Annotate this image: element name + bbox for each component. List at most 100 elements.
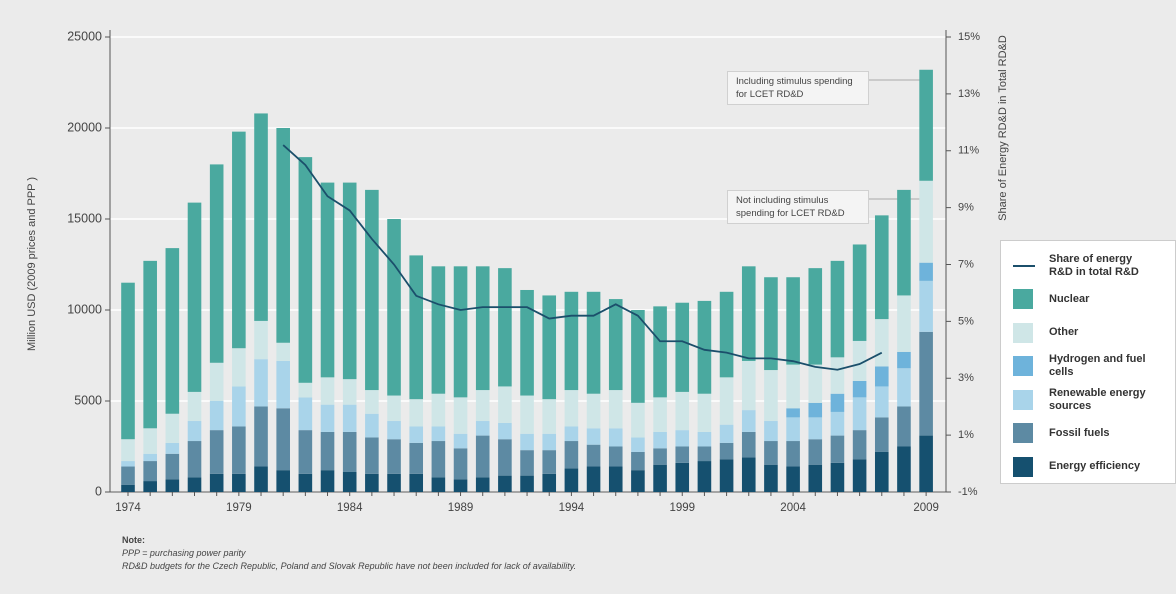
bar-segment bbox=[520, 289, 534, 396]
bar-segment bbox=[741, 410, 756, 432]
bar-segment bbox=[586, 444, 601, 467]
bar-segment bbox=[719, 459, 734, 492]
bar-segment bbox=[675, 446, 690, 463]
bar-segment bbox=[764, 370, 778, 422]
bar-segment bbox=[653, 448, 667, 465]
bar-segment bbox=[675, 391, 690, 431]
x-tick-label: 1989 bbox=[448, 502, 474, 514]
bar-segment bbox=[342, 471, 357, 492]
bar-segment bbox=[232, 473, 246, 492]
bar-segment bbox=[209, 401, 224, 431]
bar-segment bbox=[298, 473, 313, 492]
y2-tick-label: -1% bbox=[958, 486, 978, 498]
legend-label: Share of energy R&D in total R&D bbox=[1049, 252, 1139, 278]
bar-segment bbox=[786, 417, 800, 442]
bar-segment bbox=[675, 462, 690, 492]
notes-title: Note: bbox=[122, 535, 145, 545]
bar-segment bbox=[365, 189, 379, 391]
bar-segment bbox=[520, 450, 534, 476]
bar-segment bbox=[852, 244, 867, 341]
legend-item: Hydrogen and fuel cells bbox=[1013, 350, 1175, 384]
bar-segment bbox=[919, 180, 933, 263]
legend: Share of energy R&D in total R&D Nuclear O… bbox=[1000, 240, 1176, 484]
bar-segment bbox=[342, 182, 357, 380]
y-tick-label: 20000 bbox=[67, 120, 102, 134]
bar-segment bbox=[342, 379, 357, 405]
y-tick-label: 15000 bbox=[67, 211, 102, 225]
bar-segment bbox=[254, 113, 268, 321]
y2-tick-label: 3% bbox=[958, 372, 974, 384]
annotation: Not including stimulus spending for LCET… bbox=[727, 190, 869, 224]
legend-key bbox=[1013, 289, 1033, 310]
y2-tick-label: 7% bbox=[958, 258, 974, 270]
bar-segment bbox=[276, 342, 290, 361]
legend-key bbox=[1013, 356, 1033, 377]
bar-segment bbox=[453, 397, 468, 434]
bar-segment bbox=[919, 331, 933, 436]
notes: Note: PPP = purchasing power parity RD&D… bbox=[122, 534, 576, 573]
bar-segment bbox=[631, 437, 645, 452]
legend-label: Energy efficiency bbox=[1049, 460, 1141, 473]
bar-segment bbox=[342, 404, 357, 432]
bar-segment bbox=[586, 393, 601, 429]
bar-segment bbox=[808, 268, 823, 365]
bar-segment bbox=[475, 477, 490, 492]
bar-segment bbox=[919, 69, 933, 181]
bar-segment bbox=[187, 421, 202, 442]
legend-label: Other bbox=[1049, 326, 1079, 339]
bar-segment bbox=[608, 299, 623, 391]
bar-segment bbox=[919, 262, 933, 281]
bar-segment bbox=[387, 473, 401, 492]
bar-segment bbox=[232, 348, 246, 387]
bar-segment bbox=[653, 306, 667, 398]
bar-segment bbox=[830, 435, 845, 463]
bar-segment bbox=[719, 377, 734, 425]
bar-segment bbox=[697, 393, 712, 432]
bar-segment bbox=[387, 395, 401, 422]
x-tick-label: 2004 bbox=[780, 502, 806, 514]
bar-segment bbox=[897, 446, 911, 492]
bar-segment bbox=[542, 450, 557, 474]
bar-segment bbox=[830, 393, 845, 412]
bar-segment bbox=[764, 441, 778, 465]
bar-segment bbox=[564, 291, 579, 391]
bar-segment bbox=[365, 413, 379, 438]
bar-segment bbox=[342, 431, 357, 472]
bar-segment bbox=[121, 484, 135, 492]
bar-segment bbox=[808, 364, 823, 403]
legend-item: Share of energy R&D in total R&D bbox=[1013, 249, 1175, 283]
bar-segment bbox=[431, 393, 446, 427]
bar-segment bbox=[608, 466, 623, 492]
bar-segment bbox=[209, 430, 224, 474]
bar-segment bbox=[852, 380, 867, 398]
bar-segment bbox=[653, 464, 667, 492]
legend-item: Renewable energy sources bbox=[1013, 383, 1175, 417]
bar-segment bbox=[232, 131, 246, 349]
bar-segment bbox=[764, 464, 778, 492]
bar-segment bbox=[852, 340, 867, 381]
bar-segment bbox=[564, 468, 579, 492]
bar-segment bbox=[276, 360, 290, 409]
bar-segment bbox=[830, 260, 845, 358]
legend-item: Other bbox=[1013, 316, 1175, 350]
bar-segment bbox=[897, 368, 911, 407]
bar-segment bbox=[431, 441, 446, 478]
bar-segment bbox=[475, 421, 490, 436]
bar-segment bbox=[675, 430, 690, 447]
bar-segment bbox=[187, 441, 202, 478]
bar-segment bbox=[453, 433, 468, 449]
bar-segment bbox=[254, 466, 268, 492]
bar-segment bbox=[498, 386, 512, 423]
bar-segment bbox=[365, 390, 379, 414]
y-axis-label: Million USD (2009 prices and PPP ) bbox=[26, 177, 38, 351]
x-tick-label: 2009 bbox=[913, 502, 939, 514]
bar-segment bbox=[121, 461, 135, 467]
bar-segment bbox=[276, 470, 290, 492]
bar-segment bbox=[165, 453, 180, 480]
bar-segment bbox=[143, 260, 157, 429]
bar-segment bbox=[498, 439, 512, 476]
bar-segment bbox=[187, 477, 202, 492]
bar-segment bbox=[631, 470, 645, 492]
bar-segment bbox=[453, 479, 468, 492]
